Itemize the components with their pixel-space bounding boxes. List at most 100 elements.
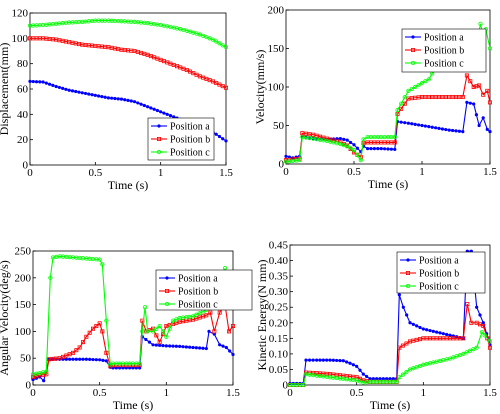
y-axis-label: Displacement(mm)	[0, 43, 11, 136]
x-tick-label: 1	[164, 387, 170, 399]
y-tick-label: 0.45	[269, 240, 289, 252]
x-tick-label: 0	[30, 387, 36, 399]
data-point	[142, 305, 148, 310]
data-point	[428, 328, 432, 333]
x-tick-label: 1.5	[219, 167, 233, 179]
data-point	[178, 344, 182, 349]
data-point	[67, 88, 71, 92]
plot-frame	[32, 250, 234, 386]
data-point	[161, 344, 165, 348]
data-point	[460, 95, 465, 100]
x-tick-label: 0.5	[347, 166, 361, 178]
data-point	[151, 343, 155, 347]
data-point	[351, 148, 357, 153]
legend-label: Position a	[170, 122, 210, 133]
y-tick-label: 0.15	[269, 333, 289, 345]
data-point	[361, 137, 366, 142]
data-point	[104, 318, 109, 323]
x-tick-label: 0.5	[88, 167, 102, 179]
data-point	[38, 80, 42, 84]
y-tick-label: 0.30	[269, 286, 289, 298]
data-point	[304, 358, 308, 362]
data-point	[158, 343, 162, 347]
series-position-c	[27, 18, 229, 50]
data-point	[468, 79, 473, 84]
data-point	[392, 134, 397, 140]
data-point	[174, 344, 178, 348]
y-tick-label: 0.35	[269, 271, 289, 283]
y-tick-label: 100	[12, 33, 29, 45]
data-point	[479, 330, 485, 335]
data-point	[103, 95, 107, 99]
data-point	[418, 325, 422, 330]
data-point	[221, 137, 225, 141]
data-point	[31, 79, 35, 84]
data-point	[488, 130, 492, 134]
data-point	[94, 324, 99, 329]
data-point	[355, 146, 359, 150]
data-point	[438, 331, 442, 335]
x-axis-label: Time (s)	[113, 398, 154, 412]
data-point	[221, 344, 225, 348]
data-point	[469, 320, 474, 325]
data-point	[154, 333, 159, 338]
y-tick-label: 0.25	[269, 302, 289, 314]
data-point	[441, 332, 445, 336]
data-point	[472, 102, 476, 106]
data-point	[149, 106, 153, 110]
data-point	[74, 348, 79, 353]
data-point	[54, 84, 58, 89]
data-point	[385, 377, 389, 381]
data-point	[97, 257, 102, 262]
data-point	[77, 345, 82, 350]
data-point	[110, 96, 114, 100]
data-point	[307, 132, 312, 137]
data-point	[104, 350, 109, 355]
data-point	[164, 344, 168, 348]
data-point	[204, 313, 209, 318]
data-point	[217, 41, 222, 46]
y-tick-label: 100	[15, 326, 32, 338]
data-point	[342, 137, 346, 141]
data-point	[88, 357, 92, 362]
data-point	[487, 100, 492, 105]
data-point	[136, 101, 140, 105]
data-point	[168, 114, 173, 118]
data-point	[348, 361, 352, 365]
x-tick-label: 1.5	[483, 166, 497, 178]
legend-label: Position c	[424, 59, 464, 70]
x-axis-label: Time (s)	[370, 398, 411, 412]
data-point	[116, 97, 120, 101]
data-point	[352, 143, 356, 147]
data-point	[155, 108, 159, 113]
data-point	[87, 330, 92, 335]
data-point	[78, 357, 82, 361]
data-point	[57, 85, 62, 90]
data-point	[230, 324, 235, 329]
series-position-c	[287, 330, 493, 388]
legend-label: Position c	[178, 300, 218, 311]
data-point	[157, 340, 162, 345]
data-point	[210, 37, 216, 42]
data-point	[181, 345, 185, 349]
data-point	[284, 154, 288, 158]
data-point	[162, 111, 166, 115]
legend-label: Position b	[419, 269, 459, 280]
y-tick-label: 0	[279, 159, 285, 171]
data-point	[410, 122, 414, 126]
data-point	[140, 329, 145, 334]
data-point	[358, 158, 363, 163]
data-point	[440, 127, 444, 131]
data-point	[71, 357, 75, 361]
data-point	[311, 358, 315, 362]
data-point	[404, 341, 409, 346]
data-point	[64, 87, 68, 91]
legend-marker	[156, 149, 162, 155]
data-point	[408, 321, 412, 325]
data-point	[461, 130, 465, 134]
data-point	[368, 377, 372, 381]
x-tick-label: 0	[287, 387, 293, 399]
data-point	[477, 83, 482, 88]
data-point	[471, 347, 476, 352]
